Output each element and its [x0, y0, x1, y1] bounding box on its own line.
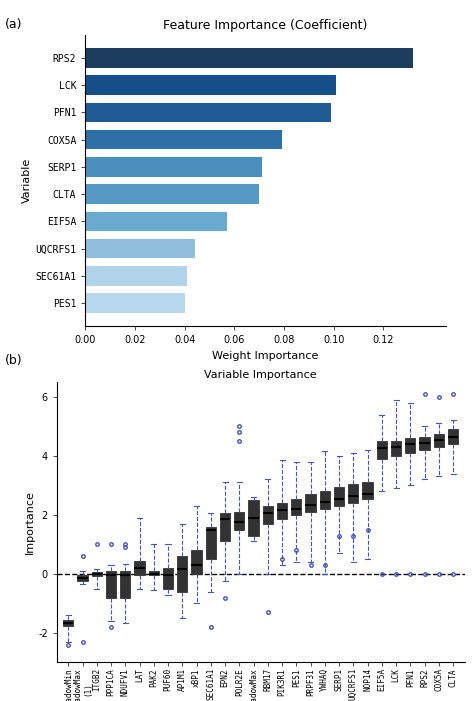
Y-axis label: Variable: Variable [22, 158, 32, 203]
PathPatch shape [405, 438, 416, 453]
Y-axis label: Importance: Importance [25, 490, 36, 554]
PathPatch shape [220, 513, 230, 541]
Bar [85, 212, 227, 231]
Title: Feature Importance (Coefficient): Feature Importance (Coefficient) [163, 20, 368, 32]
PathPatch shape [363, 482, 373, 498]
Bar [85, 130, 282, 149]
Bar [85, 239, 195, 259]
PathPatch shape [263, 506, 273, 524]
PathPatch shape [149, 571, 159, 576]
Bar [85, 48, 413, 68]
PathPatch shape [234, 512, 245, 530]
PathPatch shape [163, 568, 173, 589]
PathPatch shape [77, 576, 88, 581]
PathPatch shape [319, 491, 330, 509]
PathPatch shape [377, 441, 387, 458]
PathPatch shape [348, 484, 358, 503]
PathPatch shape [291, 498, 301, 515]
PathPatch shape [434, 434, 444, 447]
X-axis label: Weight Importance: Weight Importance [212, 350, 319, 360]
Bar [85, 76, 336, 95]
PathPatch shape [177, 556, 187, 592]
PathPatch shape [120, 571, 130, 597]
PathPatch shape [106, 571, 116, 597]
Text: (a): (a) [5, 18, 22, 31]
PathPatch shape [448, 429, 458, 444]
PathPatch shape [206, 526, 216, 559]
PathPatch shape [135, 561, 145, 576]
PathPatch shape [191, 550, 202, 574]
PathPatch shape [91, 573, 102, 576]
Bar [85, 102, 331, 122]
Bar [85, 293, 185, 313]
Bar [85, 157, 262, 177]
Text: (b): (b) [5, 354, 22, 367]
PathPatch shape [63, 620, 73, 625]
PathPatch shape [248, 500, 259, 536]
PathPatch shape [419, 437, 430, 450]
PathPatch shape [305, 494, 316, 512]
PathPatch shape [334, 486, 344, 506]
PathPatch shape [391, 441, 401, 456]
PathPatch shape [277, 503, 287, 519]
Title: Variable Importance: Variable Importance [204, 370, 317, 380]
Bar [85, 184, 259, 204]
Bar [85, 266, 187, 285]
